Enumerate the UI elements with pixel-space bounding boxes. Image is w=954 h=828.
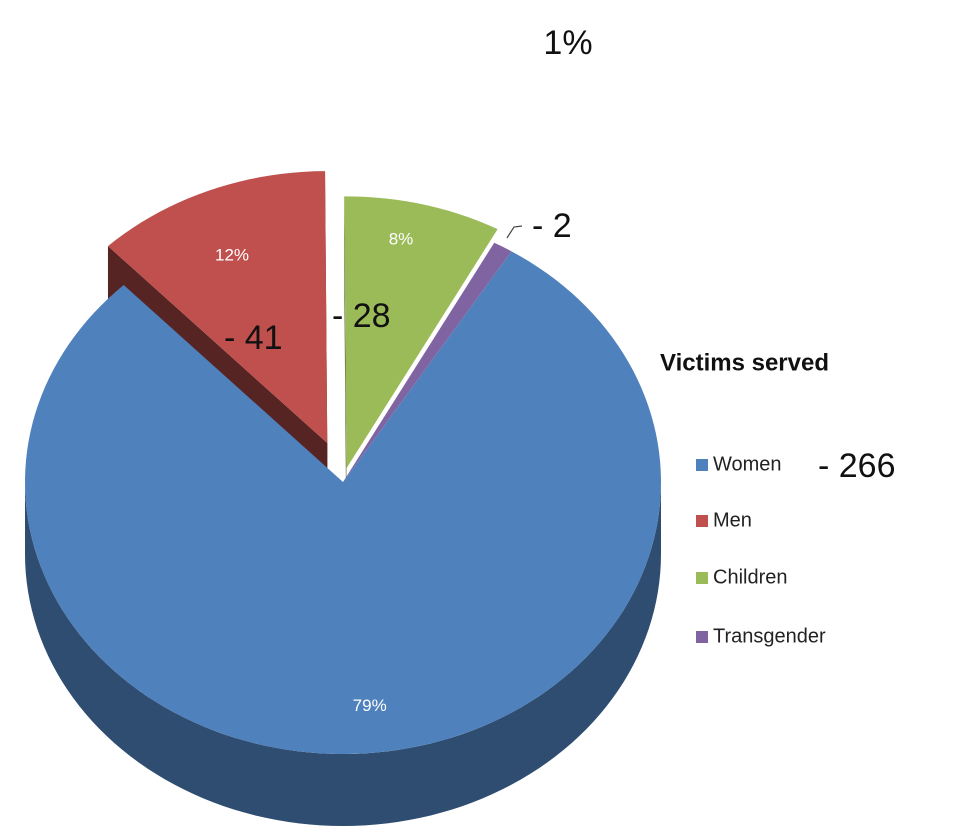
value-label: 12% bbox=[215, 245, 249, 264]
pie-wall bbox=[25, 482, 661, 826]
legend-swatch bbox=[696, 572, 708, 584]
value-label: 1% bbox=[543, 24, 592, 62]
legend-label: Men bbox=[713, 509, 752, 531]
pie-slice bbox=[343, 242, 512, 482]
legend: Women Men Children Transgender bbox=[696, 453, 826, 647]
legend-label: Children bbox=[713, 566, 787, 588]
leader-line bbox=[506, 225, 523, 239]
pie-slice bbox=[25, 251, 661, 754]
legend-swatch bbox=[696, 515, 708, 527]
value-label: 8% bbox=[389, 229, 414, 248]
annotation: - 2 bbox=[532, 207, 572, 245]
legend-swatch bbox=[696, 631, 708, 643]
annotation: - 266 bbox=[818, 447, 896, 485]
legend-title: Victims served bbox=[660, 349, 829, 376]
value-label: 79% bbox=[353, 696, 387, 715]
annotation: - 41 bbox=[224, 319, 283, 357]
annotation: - 28 bbox=[332, 297, 391, 335]
pie-slice bbox=[107, 171, 328, 444]
pie-edge bbox=[344, 196, 347, 541]
legend-label: Women bbox=[713, 453, 782, 475]
pie bbox=[25, 171, 661, 826]
legend-swatch bbox=[696, 459, 708, 471]
pie-slice bbox=[344, 196, 498, 469]
legend-label: Transgender bbox=[713, 625, 826, 647]
labels: 79% 12% 8% 1% - 266 - 41 - 28 - 2 bbox=[215, 24, 896, 715]
